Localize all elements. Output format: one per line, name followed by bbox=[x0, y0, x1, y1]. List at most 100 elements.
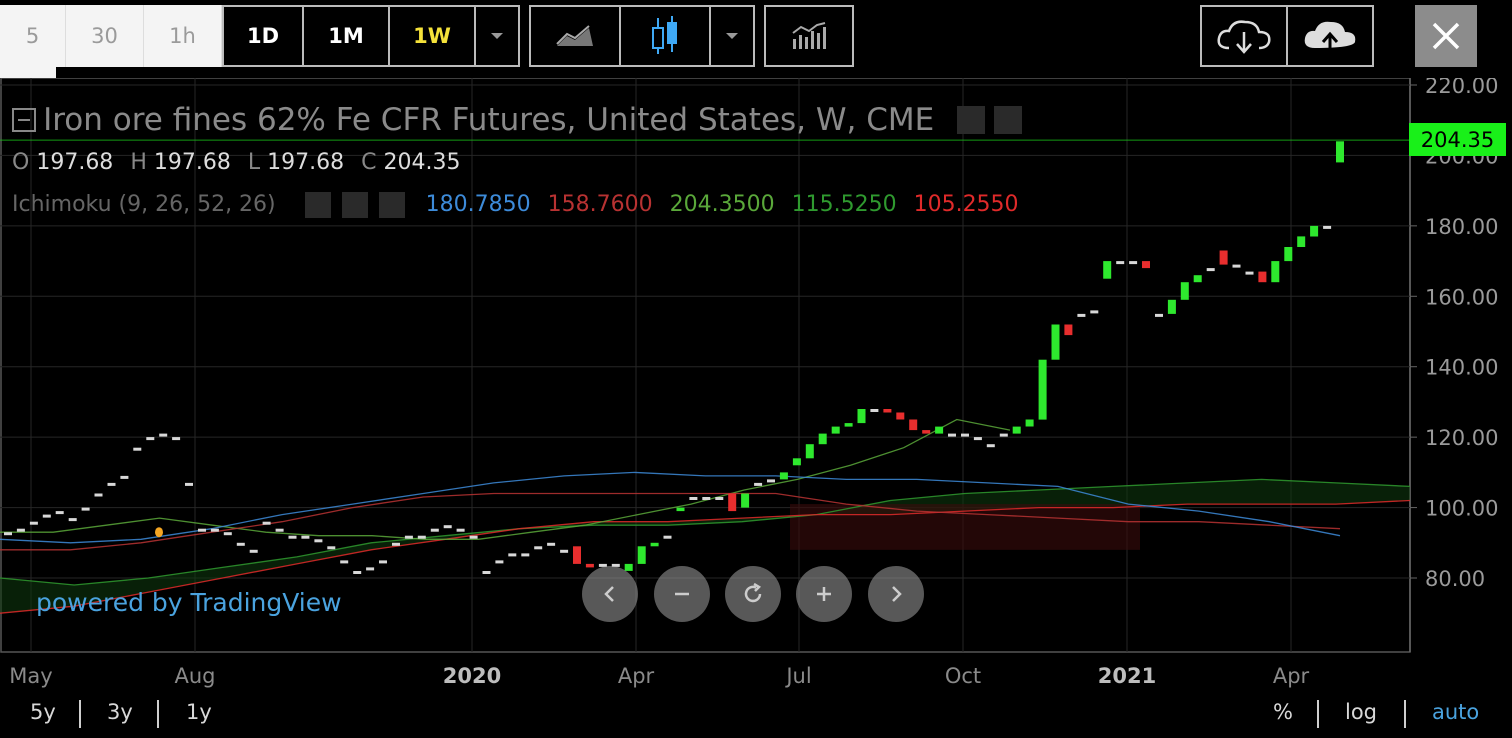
candle bbox=[1051, 324, 1060, 360]
scroll-right-button[interactable] bbox=[868, 566, 924, 622]
candle bbox=[1142, 261, 1150, 269]
gear-icon[interactable] bbox=[341, 192, 368, 218]
candle bbox=[327, 546, 336, 550]
candle bbox=[689, 497, 698, 500]
candle bbox=[702, 497, 711, 500]
candle bbox=[146, 437, 155, 441]
senkou-span-a-line bbox=[0, 478, 1411, 586]
candle bbox=[94, 493, 103, 497]
candlestick-icon bbox=[652, 16, 677, 54]
candlestick-chart-button[interactable] bbox=[619, 5, 711, 67]
candle bbox=[133, 447, 142, 451]
candle bbox=[210, 528, 219, 532]
chevron-down-icon bbox=[491, 33, 503, 39]
candle bbox=[792, 458, 801, 466]
price-chart[interactable]: 220.00200.00180.00160.00140.00120.00100.… bbox=[0, 78, 1512, 738]
candle bbox=[275, 528, 284, 532]
candle bbox=[1297, 236, 1306, 247]
candle bbox=[831, 426, 840, 434]
candle bbox=[573, 546, 581, 564]
candle bbox=[508, 553, 517, 557]
candle bbox=[585, 563, 594, 568]
close-button[interactable] bbox=[1415, 5, 1477, 67]
y-tick-label: 120.00 bbox=[1425, 426, 1498, 450]
candle bbox=[1336, 141, 1344, 163]
x-tick-label: Apr bbox=[618, 664, 655, 688]
candle bbox=[443, 525, 452, 529]
indicator-value-2: 158.7600 bbox=[547, 192, 653, 217]
remove-indicator-icon[interactable] bbox=[378, 192, 405, 218]
timeframe-dropdown-button[interactable] bbox=[474, 5, 520, 67]
candle bbox=[353, 571, 362, 574]
chikou-span-line bbox=[0, 418, 1011, 540]
collapse-icon[interactable] bbox=[10, 106, 38, 134]
close-value: 204.35 bbox=[383, 150, 461, 175]
candle bbox=[42, 514, 51, 518]
candle bbox=[314, 539, 323, 543]
x-tick-label: Apr bbox=[1273, 664, 1310, 688]
eye-icon[interactable] bbox=[957, 106, 986, 134]
plus-icon bbox=[817, 587, 831, 601]
candle bbox=[560, 549, 569, 553]
candle bbox=[870, 409, 879, 412]
log-scale-button[interactable]: log bbox=[1345, 700, 1378, 724]
low-value: 197.68 bbox=[267, 150, 345, 175]
candle bbox=[1103, 261, 1112, 279]
download-button[interactable] bbox=[1200, 5, 1288, 67]
range-5y-button[interactable]: 5y bbox=[30, 700, 56, 724]
candles bbox=[4, 141, 1344, 574]
timeframe-1h[interactable]: 1h bbox=[144, 5, 222, 67]
candle bbox=[1155, 313, 1163, 317]
candle bbox=[1090, 310, 1099, 314]
gear-icon[interactable] bbox=[994, 106, 1023, 134]
candle bbox=[1077, 313, 1086, 317]
upload-button[interactable] bbox=[1286, 5, 1374, 67]
zoom-in-button[interactable] bbox=[796, 566, 852, 622]
candle bbox=[1271, 261, 1280, 283]
candle bbox=[198, 528, 206, 532]
x-tick-label: Jul bbox=[784, 664, 811, 688]
timeframe-1w[interactable]: 1W bbox=[388, 5, 476, 67]
range-1y-button[interactable]: 1y bbox=[186, 700, 212, 724]
timeframe-30[interactable]: 30 bbox=[66, 5, 144, 67]
reset-button[interactable] bbox=[725, 566, 781, 622]
candle bbox=[1116, 261, 1125, 265]
high-value: 197.68 bbox=[153, 150, 231, 175]
candle bbox=[1310, 225, 1319, 237]
candle bbox=[172, 437, 181, 441]
line-chart-button[interactable] bbox=[529, 5, 621, 67]
eye-icon[interactable] bbox=[304, 192, 331, 218]
indicators-button[interactable] bbox=[764, 5, 854, 67]
candle bbox=[637, 546, 646, 564]
candle bbox=[650, 542, 659, 547]
candle bbox=[495, 560, 504, 564]
candle bbox=[805, 444, 814, 459]
senkou-span-b-line bbox=[0, 499, 1411, 614]
cloud-upload-icon bbox=[1304, 21, 1356, 50]
y-tick-label: 180.00 bbox=[1425, 215, 1498, 239]
candle bbox=[1012, 426, 1021, 434]
candle bbox=[728, 493, 737, 512]
candle bbox=[935, 426, 944, 434]
zoom-out-button[interactable] bbox=[654, 566, 710, 622]
cloud-fill bbox=[0, 479, 1410, 614]
auto-scale-button[interactable]: auto bbox=[1432, 700, 1480, 724]
cloud-download-icon bbox=[1217, 20, 1271, 54]
y-tick-label: 100.00 bbox=[1425, 497, 1498, 521]
candle bbox=[1245, 271, 1254, 275]
candle bbox=[676, 507, 685, 512]
timeframe-5[interactable]: 5 bbox=[0, 5, 66, 67]
chart-type-dropdown-button[interactable] bbox=[709, 5, 755, 67]
indicator-value-3: 204.3500 bbox=[669, 192, 775, 217]
indicator-name: Ichimoku (9, 26, 52, 26) bbox=[12, 192, 276, 217]
range-3y-button[interactable]: 3y bbox=[107, 700, 133, 724]
chart-area[interactable]: 220.00 200.00 180.00 160.00 140.00 120.00 100.… bbox=[0, 78, 1512, 738]
timeframe-1m[interactable]: 1M bbox=[302, 5, 390, 67]
candle bbox=[844, 423, 853, 427]
x-axis: May Aug 2020 Apr Jul Oct 2021 Apr bbox=[9, 664, 1309, 688]
scroll-left-button[interactable] bbox=[582, 566, 638, 622]
refresh-icon bbox=[744, 582, 762, 603]
candle bbox=[1064, 324, 1073, 336]
percent-scale-button[interactable]: % bbox=[1273, 700, 1293, 724]
timeframe-1d[interactable]: 1D bbox=[222, 5, 304, 67]
